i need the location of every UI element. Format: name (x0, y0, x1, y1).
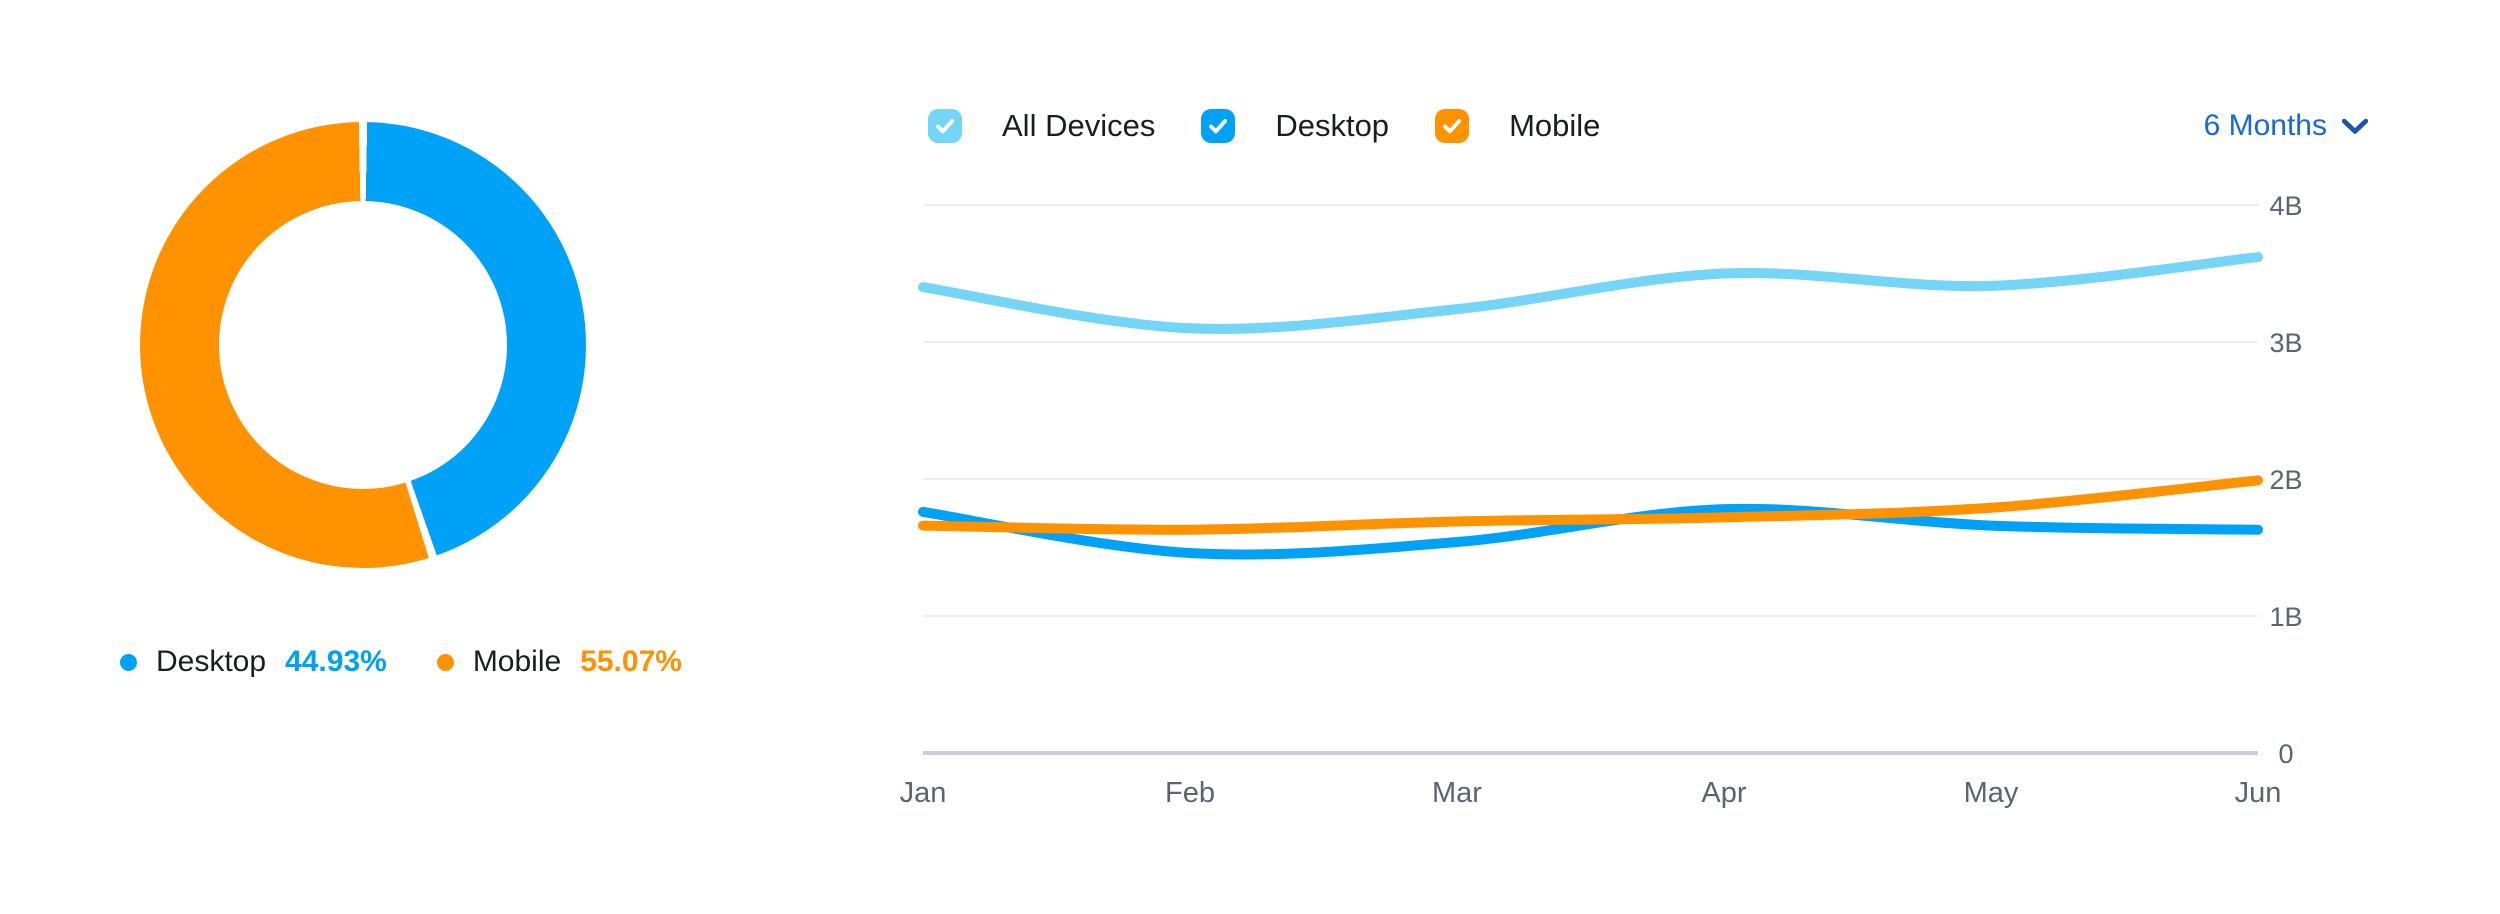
x-axis-tick-label: Mar (1432, 777, 1482, 809)
series-toggle-label: Mobile (1509, 108, 1601, 143)
x-axis-tick-label: Jun (2235, 777, 2282, 809)
period-dropdown[interactable]: 6 Months (2204, 109, 2368, 143)
donut-legend-item-desktop: Desktop 44.93% (120, 645, 387, 679)
donut-legend-label: Mobile (472, 645, 562, 678)
series-toggle-all-devices[interactable]: All Devices (928, 108, 1155, 144)
y-axis-tick-label: 2B (2269, 465, 2302, 495)
series-toggle-mobile[interactable]: Mobile (1435, 108, 1600, 144)
series-toggle-desktop[interactable]: Desktop (1201, 108, 1389, 144)
chevron-down-icon (2342, 118, 2368, 134)
y-axis-tick-label: 0 (2278, 739, 2293, 769)
donut-legend-item-mobile: Mobile 55.07% (436, 645, 682, 679)
checkbox-checked-icon (1201, 109, 1236, 143)
series-toggle-group: All Devices Desktop Mobile (928, 108, 1600, 144)
y-axis-tick-label: 4B (2269, 191, 2302, 221)
x-axis-tick-label: Jan (900, 777, 947, 809)
donut-legend-value: 55.07% (580, 645, 682, 678)
donut-legend-label: Desktop (156, 645, 267, 678)
donut-legend-value: 44.93% (285, 645, 387, 678)
series-line-all-devices (918, 252, 2263, 334)
period-dropdown-label: 6 Months (2203, 109, 2327, 142)
series-toggle-label: All Devices (1002, 108, 1156, 143)
y-axis-tick-label: 1B (2269, 602, 2302, 632)
donut-legend: Desktop 44.93% Mobile 55.07% (120, 640, 880, 684)
checkbox-checked-icon (1435, 109, 1470, 143)
x-axis-tick-label: May (1964, 777, 2019, 809)
device-share-donut-chart (140, 122, 586, 568)
series-line-mobile (918, 475, 2263, 535)
traffic-trend-line-chart: 4B 3B 2B 1B 0 Jan Feb Mar Apr May Jun (900, 191, 2303, 809)
series-toggle-label: Desktop (1275, 108, 1390, 143)
checkbox-checked-icon (928, 109, 962, 143)
legend-dot-icon (120, 653, 137, 671)
y-axis-tick-label: 3B (2269, 328, 2302, 358)
x-axis-tick-label: Feb (1165, 777, 1215, 809)
x-axis-tick-label: Apr (1701, 777, 1746, 809)
legend-dot-icon (436, 653, 454, 671)
chart-controls-row: All Devices Desktop Mobile 6 Months (928, 105, 2368, 147)
